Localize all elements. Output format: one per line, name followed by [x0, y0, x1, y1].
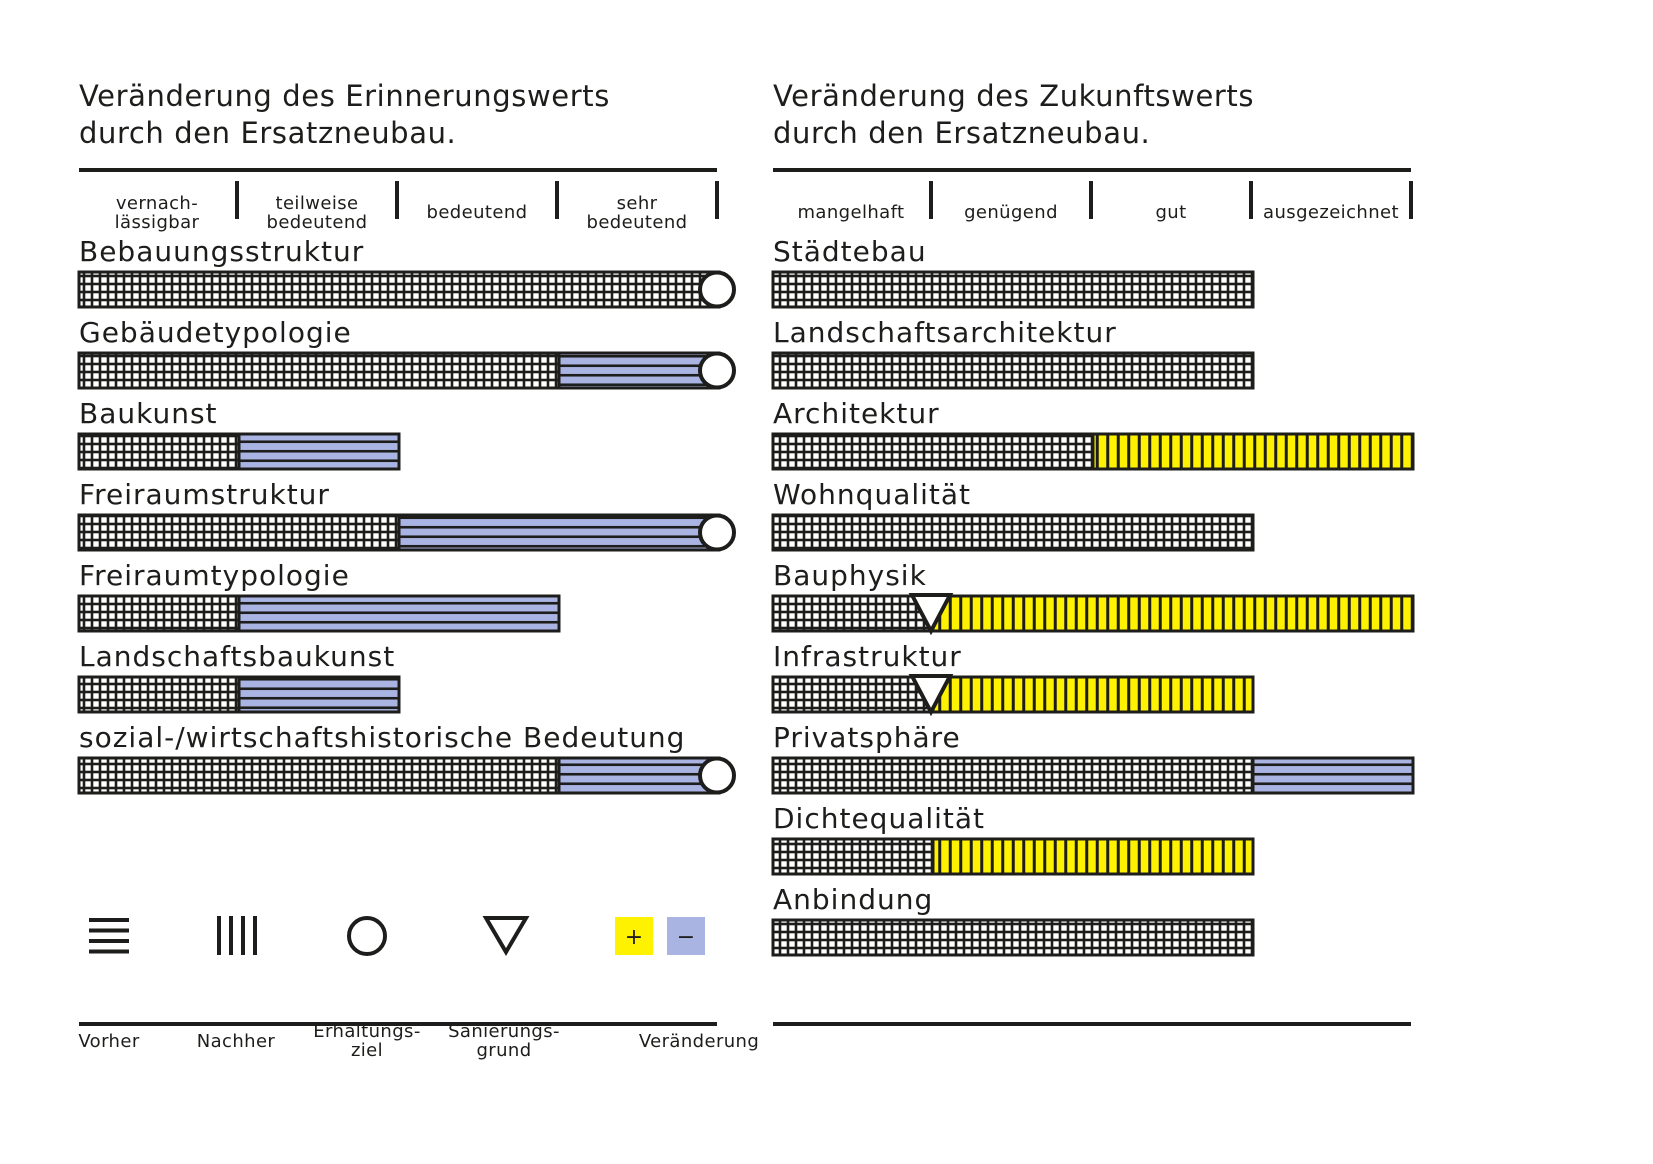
left-row-label: Baukunst	[79, 397, 218, 430]
left-bar-row	[77, 270, 736, 309]
vertical-lines-icon	[217, 916, 257, 955]
plus-sign: +	[625, 925, 643, 950]
right-bar-row	[771, 513, 1255, 552]
bar-decrease-segment	[557, 351, 721, 390]
right-bar-row	[771, 351, 1255, 390]
right-row-label: Infrastruktur	[773, 640, 962, 673]
bar-base-segment	[77, 675, 241, 714]
bar-base-segment	[77, 756, 561, 795]
bar-decrease-segment	[237, 594, 561, 633]
right-bar-row	[771, 432, 1415, 471]
left-bar-row	[77, 756, 736, 795]
left-bar-row	[77, 594, 561, 633]
bar-base-segment	[771, 837, 935, 876]
bar-increase-segment	[931, 594, 1415, 633]
bar-decrease-segment	[1251, 756, 1415, 795]
left-row-label: Gebäudetypologie	[79, 316, 352, 349]
right-row-label: Privatsphäre	[773, 721, 961, 754]
bar-decrease-segment	[237, 675, 401, 714]
left-row-label: Freiraumstruktur	[79, 478, 330, 511]
legend: + −	[89, 916, 705, 956]
sanierungsgrund-marker	[908, 593, 954, 636]
legend-label-veraenderung: Veränderung	[638, 1031, 760, 1052]
right-bar-row	[771, 756, 1415, 795]
left-row-label: Freiraumtypologie	[79, 559, 350, 592]
legend-label-erhaltungsziel: Erhaltungs- ziel	[313, 1021, 421, 1061]
bar-decrease-segment	[397, 513, 721, 552]
erhaltungsziel-marker	[698, 513, 736, 552]
bar-base-segment	[771, 351, 1255, 390]
bar-increase-segment	[1091, 432, 1415, 471]
plus-box	[615, 917, 653, 955]
left-row-label: Landschaftsbaukunst	[79, 640, 396, 673]
right-scale-label-1: mangelhaft	[797, 202, 905, 223]
left-bar-row	[77, 513, 736, 552]
right-panel-title: Veränderung des Zukunftswerts durch den …	[773, 79, 1255, 150]
bar-base-segment	[771, 270, 1255, 309]
left-scale-label-3: bedeutend	[426, 202, 528, 223]
bar-base-segment	[771, 432, 1095, 471]
bar-decrease-segment	[557, 756, 721, 795]
triangle-down-icon	[482, 916, 530, 956]
left-scale-label-1: vernach- lässigbar	[114, 193, 200, 233]
left-bar-row	[77, 432, 401, 471]
right-row-label: Landschaftsarchitektur	[773, 316, 1117, 349]
bar-base-segment	[771, 675, 935, 714]
bar-increase-segment	[931, 675, 1255, 714]
bar-increase-segment	[931, 837, 1255, 876]
erhaltungsziel-marker	[698, 270, 736, 309]
bar-base-segment	[77, 513, 401, 552]
bar-base-segment	[77, 270, 721, 309]
bar-base-segment	[771, 756, 1255, 795]
right-scale-label-3: gut	[1155, 202, 1187, 223]
minus-sign: −	[677, 925, 695, 950]
erhaltungsziel-marker	[698, 351, 736, 390]
bar-base-segment	[77, 351, 561, 390]
right-bar-row	[771, 593, 1415, 636]
left-bar-row	[77, 675, 401, 714]
right-row-label: Wohnqualität	[773, 478, 972, 511]
right-row-label: Anbindung	[773, 883, 934, 916]
left-scale-label-2: teilweise bedeutend	[266, 193, 368, 233]
bar-base-segment	[771, 594, 935, 633]
left-bar-row	[77, 351, 736, 390]
right-scale-label-4: ausgezeichnet	[1263, 202, 1399, 223]
sanierungsgrund-marker	[908, 674, 954, 717]
bar-base-segment	[77, 594, 241, 633]
bar-base-segment	[771, 513, 1255, 552]
plus-minus-icon: + −	[615, 917, 705, 955]
right-row-label: Städtebau	[773, 235, 927, 268]
right-bar-row	[771, 270, 1255, 309]
left-scale-label-4: sehr bedeutend	[586, 193, 688, 233]
legend-label-nachher: Nachher	[196, 1031, 276, 1052]
right-bar-row	[771, 918, 1255, 957]
left-row-label: sozial-/wirtschaftshistorische Bedeutung	[79, 721, 686, 754]
right-scale-label-2: genügend	[964, 202, 1058, 223]
circle-icon	[347, 916, 387, 956]
left-panel-title: Veränderung des Erinnerungswerts durch d…	[79, 79, 610, 150]
legend-label-sanierungsgrund: Sanierungs- grund	[448, 1021, 560, 1061]
left-row-label: Bebauungsstruktur	[79, 235, 365, 268]
bar-base-segment	[77, 432, 241, 471]
minus-box	[667, 917, 705, 955]
right-bar-row	[771, 837, 1255, 876]
erhaltungsziel-marker	[698, 756, 736, 795]
legend-label-vorher: Vorher	[78, 1031, 140, 1052]
bar-base-segment	[771, 918, 1255, 957]
bar-decrease-segment	[237, 432, 401, 471]
right-row-label: Architektur	[773, 397, 940, 430]
right-row-label: Bauphysik	[773, 559, 927, 592]
right-row-label: Dichtequalität	[773, 802, 986, 835]
horizontal-lines-icon	[89, 918, 129, 954]
right-bar-row	[771, 674, 1255, 717]
